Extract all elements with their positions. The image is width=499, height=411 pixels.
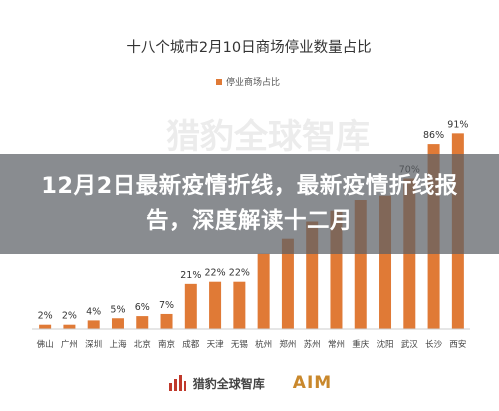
cheetah-logo: 猎豹全球智库 (167, 373, 265, 393)
data-label-上海: 5% (110, 304, 125, 315)
x-tick-长沙: 长沙 (425, 339, 443, 350)
x-tick-广州: 广州 (61, 339, 78, 350)
x-tick-深圳: 深圳 (85, 339, 102, 350)
headline-banner: 12月2日最新疫情折线，最新疫情折线报告，深度解读十二月 (0, 154, 499, 254)
x-tick-郑州: 郑州 (279, 339, 296, 350)
chart-title: 十八个城市2月10日商场停业数量占比 (126, 39, 371, 56)
data-label-长沙: 86% (423, 130, 444, 141)
x-tick-西安: 西安 (449, 339, 466, 350)
bar-郑州 (281, 238, 294, 329)
x-tick-佛山: 佛山 (37, 339, 54, 350)
x-tick-成都: 成都 (182, 339, 200, 350)
legend-swatch (216, 79, 222, 85)
headline-text[interactable]: 12月2日最新疫情折线，最新疫情折线报告，深度解读十二月 (41, 173, 458, 234)
x-tick-重庆: 重庆 (352, 339, 370, 350)
data-label-西安: 91% (447, 119, 468, 130)
aim-logo: AIM (293, 373, 332, 393)
bar-北京 (136, 316, 149, 329)
x-tick-无锡: 无锡 (231, 340, 249, 350)
data-label-广州: 2% (62, 311, 77, 322)
data-label-天津: 22% (205, 268, 226, 279)
footer-logos: 猎豹全球智库 AIM (0, 368, 499, 398)
bar-天津 (209, 281, 222, 329)
data-label-佛山: 2% (38, 311, 53, 322)
x-tick-南京: 南京 (158, 339, 175, 350)
data-label-南京: 7% (159, 300, 174, 311)
data-label-成都: 21% (180, 270, 201, 281)
data-label-北京: 6% (135, 302, 150, 313)
bar-chart-icon (168, 375, 186, 391)
bar-南京 (160, 313, 173, 329)
x-tick-沈阳: 沈阳 (377, 339, 394, 350)
bar-无锡 (233, 281, 246, 329)
data-label-无锡: 22% (229, 268, 250, 279)
x-tick-常州: 常州 (328, 339, 345, 350)
watermark-text: 猎豹全球智库 (166, 117, 370, 157)
bar-上海 (111, 318, 124, 329)
x-tick-武汉: 武汉 (401, 339, 419, 350)
aim-logo-text: AIM (292, 373, 333, 393)
legend-label: 停业商场占比 (226, 76, 280, 88)
x-tick-北京: 北京 (134, 339, 151, 350)
x-tick-上海: 上海 (109, 339, 127, 350)
bar-广州 (63, 324, 76, 329)
bar-成都 (184, 283, 197, 329)
bar-杭州 (257, 253, 270, 329)
bar-深圳 (87, 320, 100, 329)
x-tick-天津: 天津 (207, 339, 225, 350)
data-label-深圳: 4% (86, 306, 101, 317)
bar-佛山 (39, 324, 52, 329)
x-tick-杭州: 杭州 (255, 339, 272, 350)
cheetah-logo-text: 猎豹全球智库 (192, 376, 265, 391)
x-tick-苏州: 苏州 (304, 339, 321, 350)
